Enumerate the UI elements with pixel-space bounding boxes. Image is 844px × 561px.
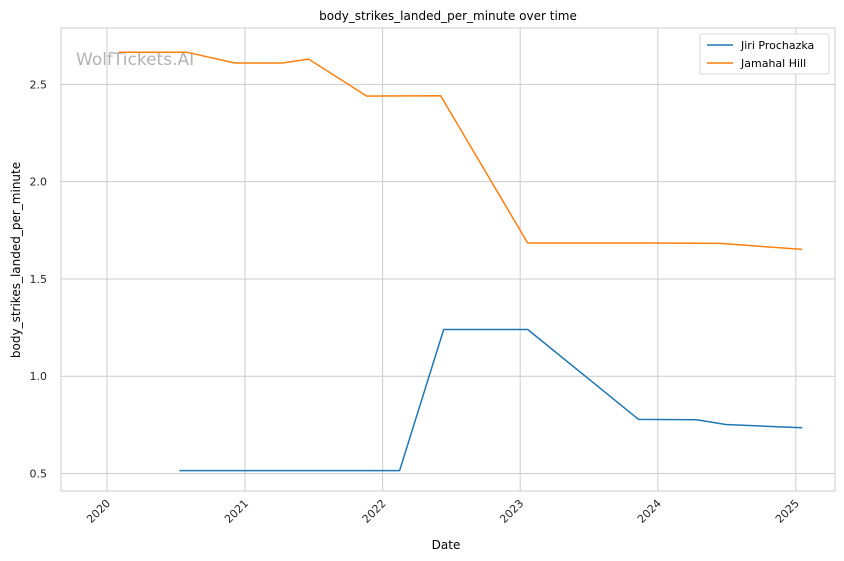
legend-box [699,33,830,75]
y-tick-label: 2.0 [30,176,48,189]
series-lines [118,51,803,472]
y-tick-label: 2.5 [30,78,48,91]
series-line-jamahal-hill [118,51,803,251]
y-tick-label: 1.5 [30,273,48,286]
chart-title: body_strikes_landed_per_minute over time [319,9,577,23]
watermark-text: WolfTickets.AI [76,50,194,70]
legend-label-jamahal-hill: Jamahal Hill [740,57,806,70]
legend-label-jiri-prochazka: Jiri Prochazka [740,39,814,52]
grid [61,28,835,491]
x-axis-label: Date [432,538,461,552]
y-tick-label: 1.0 [30,370,48,383]
y-tick-label: 0.5 [30,467,48,480]
y-axis-label: body_strikes_landed_per_minute [9,162,23,358]
series-line-jiri-prochazka [179,328,803,472]
legend: Jiri Prochazka Jamahal Hill [699,33,830,75]
y-tick-labels: 0.5 1.0 1.5 2.0 2.5 [30,78,48,480]
plot-frame [60,27,836,492]
